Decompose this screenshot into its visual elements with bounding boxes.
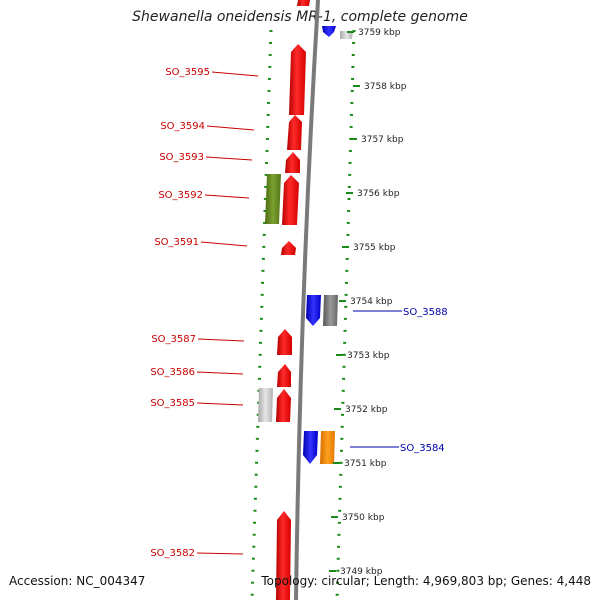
gene-label-so3591[interactable]: SO_3591 — [154, 237, 199, 248]
gene-so3592[interactable] — [282, 175, 299, 225]
gene-top-red-fragment[interactable] — [297, 0, 310, 6]
axis-tick-label: 3757 kbp — [361, 135, 404, 145]
accession-text: Accession: NC_004347 — [9, 574, 146, 588]
gene-label-leader — [196, 402, 244, 406]
axis-tick-label: 3758 kbp — [364, 82, 407, 92]
gene-label-leader — [204, 194, 250, 199]
gene-label-leader — [211, 71, 259, 77]
axis-tick-label: 3752 kbp — [345, 405, 388, 415]
gene-so3591[interactable] — [281, 241, 296, 255]
gene-label-leader — [206, 125, 255, 131]
gene-label-so3594[interactable]: SO_3594 — [160, 121, 205, 132]
axis-tick-label: 3756 kbp — [357, 189, 400, 199]
gene-label-so3587[interactable]: SO_3587 — [151, 334, 196, 345]
gene-so3582[interactable] — [276, 511, 291, 600]
gene-label-leader — [196, 552, 244, 555]
gene-so3588[interactable] — [306, 295, 321, 326]
gene-so3584[interactable] — [303, 431, 318, 464]
gene-label-leader — [196, 371, 244, 375]
gene-label-leader — [200, 241, 248, 247]
gene-so3594[interactable] — [287, 115, 302, 150]
axis-tick-label: 3749 kbp — [340, 567, 383, 577]
gene-label-so3588[interactable]: SO_3588 — [403, 307, 448, 318]
gene-label-so3584[interactable]: SO_3584 — [400, 443, 445, 454]
gene-so3585-partner[interactable] — [258, 388, 273, 422]
gene-so3593[interactable] — [285, 152, 300, 173]
gene-so3586[interactable] — [277, 364, 291, 387]
position-axis: 3759 kbp 3758 kbp 3757 kbp 3756 kbp 3755 kbp… — [329, 28, 407, 577]
axis-tick-label: 3759 kbp — [358, 28, 401, 38]
gene-labels: SO_3595 SO_3594 SO_3593 SO_3592 SO_3591 SO_35… — [150, 67, 447, 559]
gene-label-so3592[interactable]: SO_3592 — [158, 190, 203, 201]
gene-so3585[interactable] — [276, 389, 291, 422]
gene-label-so3595[interactable]: SO_3595 — [165, 67, 210, 78]
gene-label-so3585[interactable]: SO_3585 — [150, 398, 195, 409]
gene-so3584-partner[interactable] — [320, 431, 335, 464]
gene-label-leader — [205, 156, 253, 161]
gene-label-so3582[interactable]: SO_3582 — [150, 548, 195, 559]
genome-summary-text: Topology: circular; Length: 4,969,803 bp… — [261, 574, 591, 588]
gene-label-leader — [197, 338, 245, 342]
gene-so3592-partner[interactable] — [265, 174, 281, 224]
gene-top-blue-fragment[interactable] — [322, 26, 336, 37]
gene-so3588-partner[interactable] — [323, 295, 338, 326]
gene-label-so3593[interactable]: SO_3593 — [159, 152, 204, 163]
axis-tick-label: 3751 kbp — [344, 459, 387, 469]
axis-tick-label: 3754 kbp — [350, 297, 393, 307]
genome-backbone — [294, 0, 320, 600]
gene-so3595[interactable] — [289, 44, 306, 115]
gene-label-so3586[interactable]: SO_3586 — [150, 367, 195, 378]
outer-ring-left — [250, 29, 273, 600]
gene-so3587[interactable] — [277, 329, 292, 355]
axis-tick-label: 3753 kbp — [347, 351, 390, 361]
map-title: Shewanella oneidensis MR-1, complete gen… — [132, 9, 468, 25]
axis-tick-label: 3750 kbp — [342, 513, 385, 523]
axis-tick-label: 3755 kbp — [353, 243, 396, 253]
